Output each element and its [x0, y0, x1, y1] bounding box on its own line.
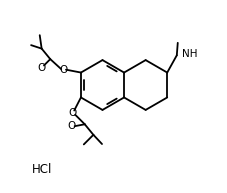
- Text: O: O: [37, 63, 45, 73]
- Text: O: O: [69, 108, 77, 118]
- Text: HCl: HCl: [32, 163, 52, 176]
- Text: O: O: [67, 121, 76, 131]
- Text: O: O: [59, 65, 67, 75]
- Text: NH: NH: [181, 49, 197, 59]
